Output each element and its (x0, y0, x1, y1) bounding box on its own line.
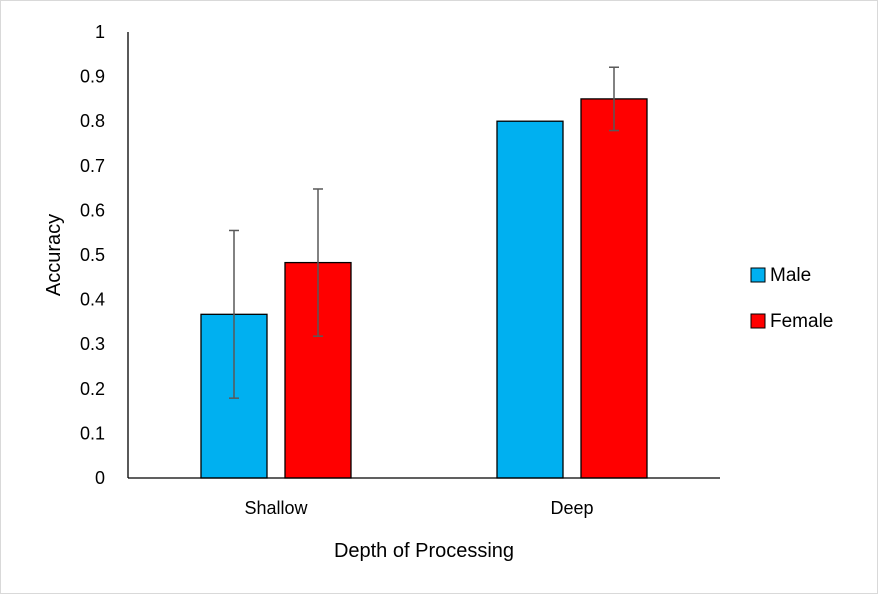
y-tick-label: 0.4 (80, 290, 105, 310)
legend: Male Female (750, 265, 833, 332)
category-label-deep: Deep (550, 498, 593, 518)
y-tick-label: 0.2 (80, 379, 105, 399)
y-tick-label: 0.1 (80, 423, 105, 443)
x-axis-title: Depth of Processing (334, 540, 514, 562)
legend-label-male: Male (770, 265, 811, 286)
error-bars (229, 66, 619, 399)
bar-female-deep (580, 98, 648, 479)
y-tick-label: 0.3 (80, 334, 105, 354)
y-tick-label: 0.7 (80, 156, 105, 176)
y-tick-label: 0.6 (80, 200, 105, 220)
y-tick-label: 0.8 (80, 111, 105, 131)
bar-male-deep (496, 120, 564, 479)
y-tick-label: 0.5 (80, 245, 105, 265)
legend-swatch-male (750, 267, 766, 283)
category-labels: Shallow Deep (244, 498, 593, 518)
y-tick-label: 1 (95, 22, 105, 42)
y-tick-label: 0.9 (80, 67, 105, 87)
y-axis-ticks: 0 0.1 0.2 0.3 0.4 0.5 0.6 0.7 0.8 0.9 1 (80, 22, 105, 488)
y-tick-label: 0 (95, 468, 105, 488)
y-axis-title: Accuracy (43, 214, 65, 296)
category-label-shallow: Shallow (244, 498, 308, 518)
legend-swatch-female (750, 313, 766, 329)
legend-label-female: Female (770, 311, 833, 332)
bars (200, 98, 648, 479)
